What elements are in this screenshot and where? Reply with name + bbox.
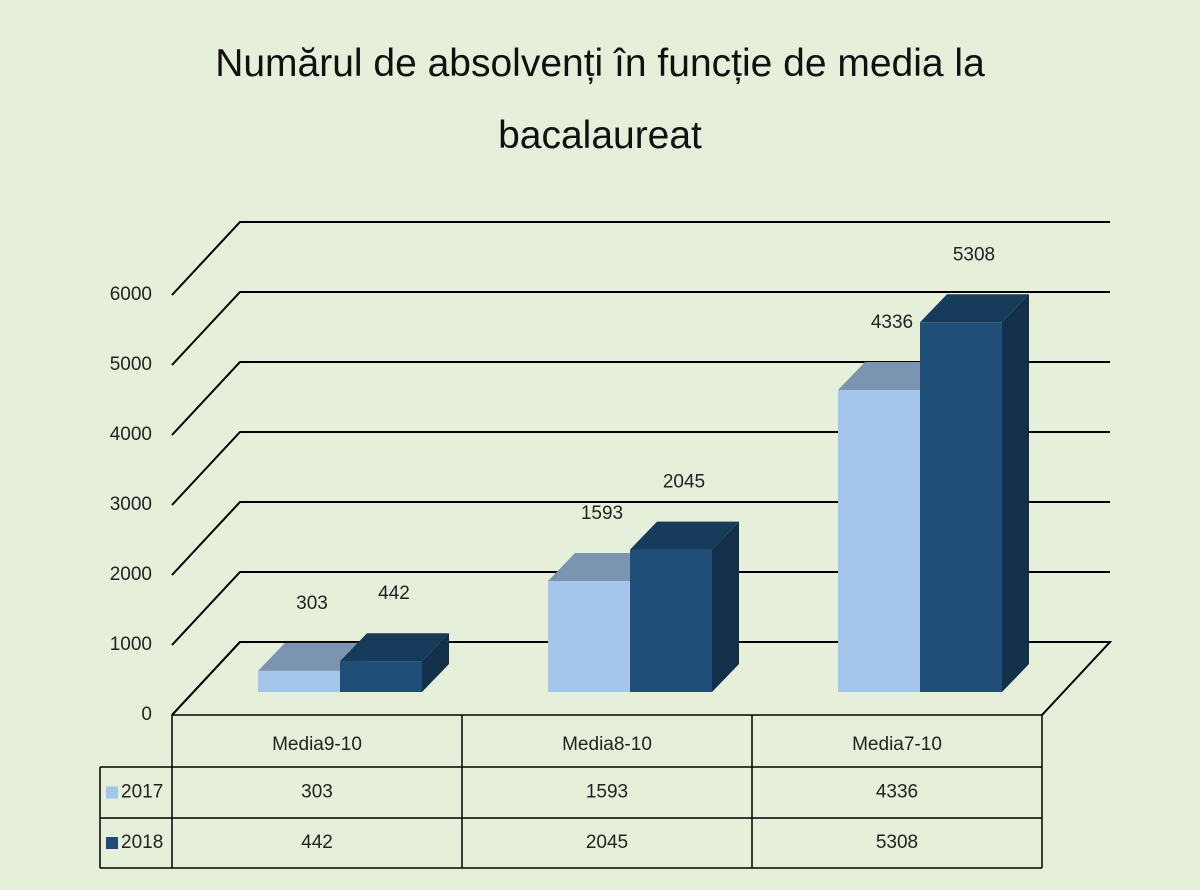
table-value: 2045 <box>586 832 628 853</box>
table-value: 4336 <box>876 782 918 803</box>
bar-top <box>548 553 657 582</box>
table-value: 303 <box>301 782 333 803</box>
table-value: 1593 <box>586 782 628 803</box>
bar <box>258 670 340 692</box>
bar <box>630 549 712 692</box>
legend-swatch <box>106 837 118 849</box>
legend-label: 2018 <box>121 832 163 853</box>
y-tick-label: 2000 <box>110 564 152 585</box>
bar-top <box>838 362 947 390</box>
grid-line <box>171 221 1110 296</box>
data-label: 5308 <box>953 244 995 265</box>
data-label: 303 <box>296 593 328 614</box>
bar-top <box>920 294 1029 323</box>
bar-side <box>1002 294 1029 692</box>
y-tick-label: 3000 <box>110 494 152 515</box>
grid-line <box>171 501 1110 576</box>
table-value: 5308 <box>876 832 918 853</box>
data-label: 442 <box>378 583 410 604</box>
bar <box>548 581 630 692</box>
y-tick-label: 1000 <box>110 634 152 655</box>
bar <box>340 661 422 692</box>
y-tick-label: 6000 <box>110 284 152 305</box>
bar-side <box>712 521 739 692</box>
bar-side <box>422 633 449 692</box>
y-tick-label: 4000 <box>110 424 152 445</box>
legend-label: 2017 <box>121 782 163 803</box>
x-tick-label: Media9-10 <box>272 734 362 755</box>
table-value: 442 <box>301 832 333 853</box>
x-tick-label: Media7-10 <box>852 734 942 755</box>
grid-line <box>171 431 1110 506</box>
data-label: 2045 <box>663 472 705 493</box>
grid-line <box>171 291 1110 366</box>
bar-top <box>630 521 739 550</box>
y-tick-label: 5000 <box>110 354 152 375</box>
bar-top <box>340 633 449 662</box>
y-tick-label: 0 <box>141 704 152 725</box>
bar <box>920 322 1002 692</box>
legend-swatch <box>106 786 118 799</box>
chart-title: Numărul de absolvenți în funcție de medi… <box>215 42 985 157</box>
grid-line <box>171 641 1110 716</box>
grid-line <box>171 361 1110 436</box>
data-label: 1593 <box>581 503 623 524</box>
x-tick-label: Media8-10 <box>562 734 652 755</box>
bar-top <box>258 642 367 671</box>
grid-line <box>171 571 1110 646</box>
bar <box>838 390 920 692</box>
data-label: 4336 <box>871 312 913 333</box>
